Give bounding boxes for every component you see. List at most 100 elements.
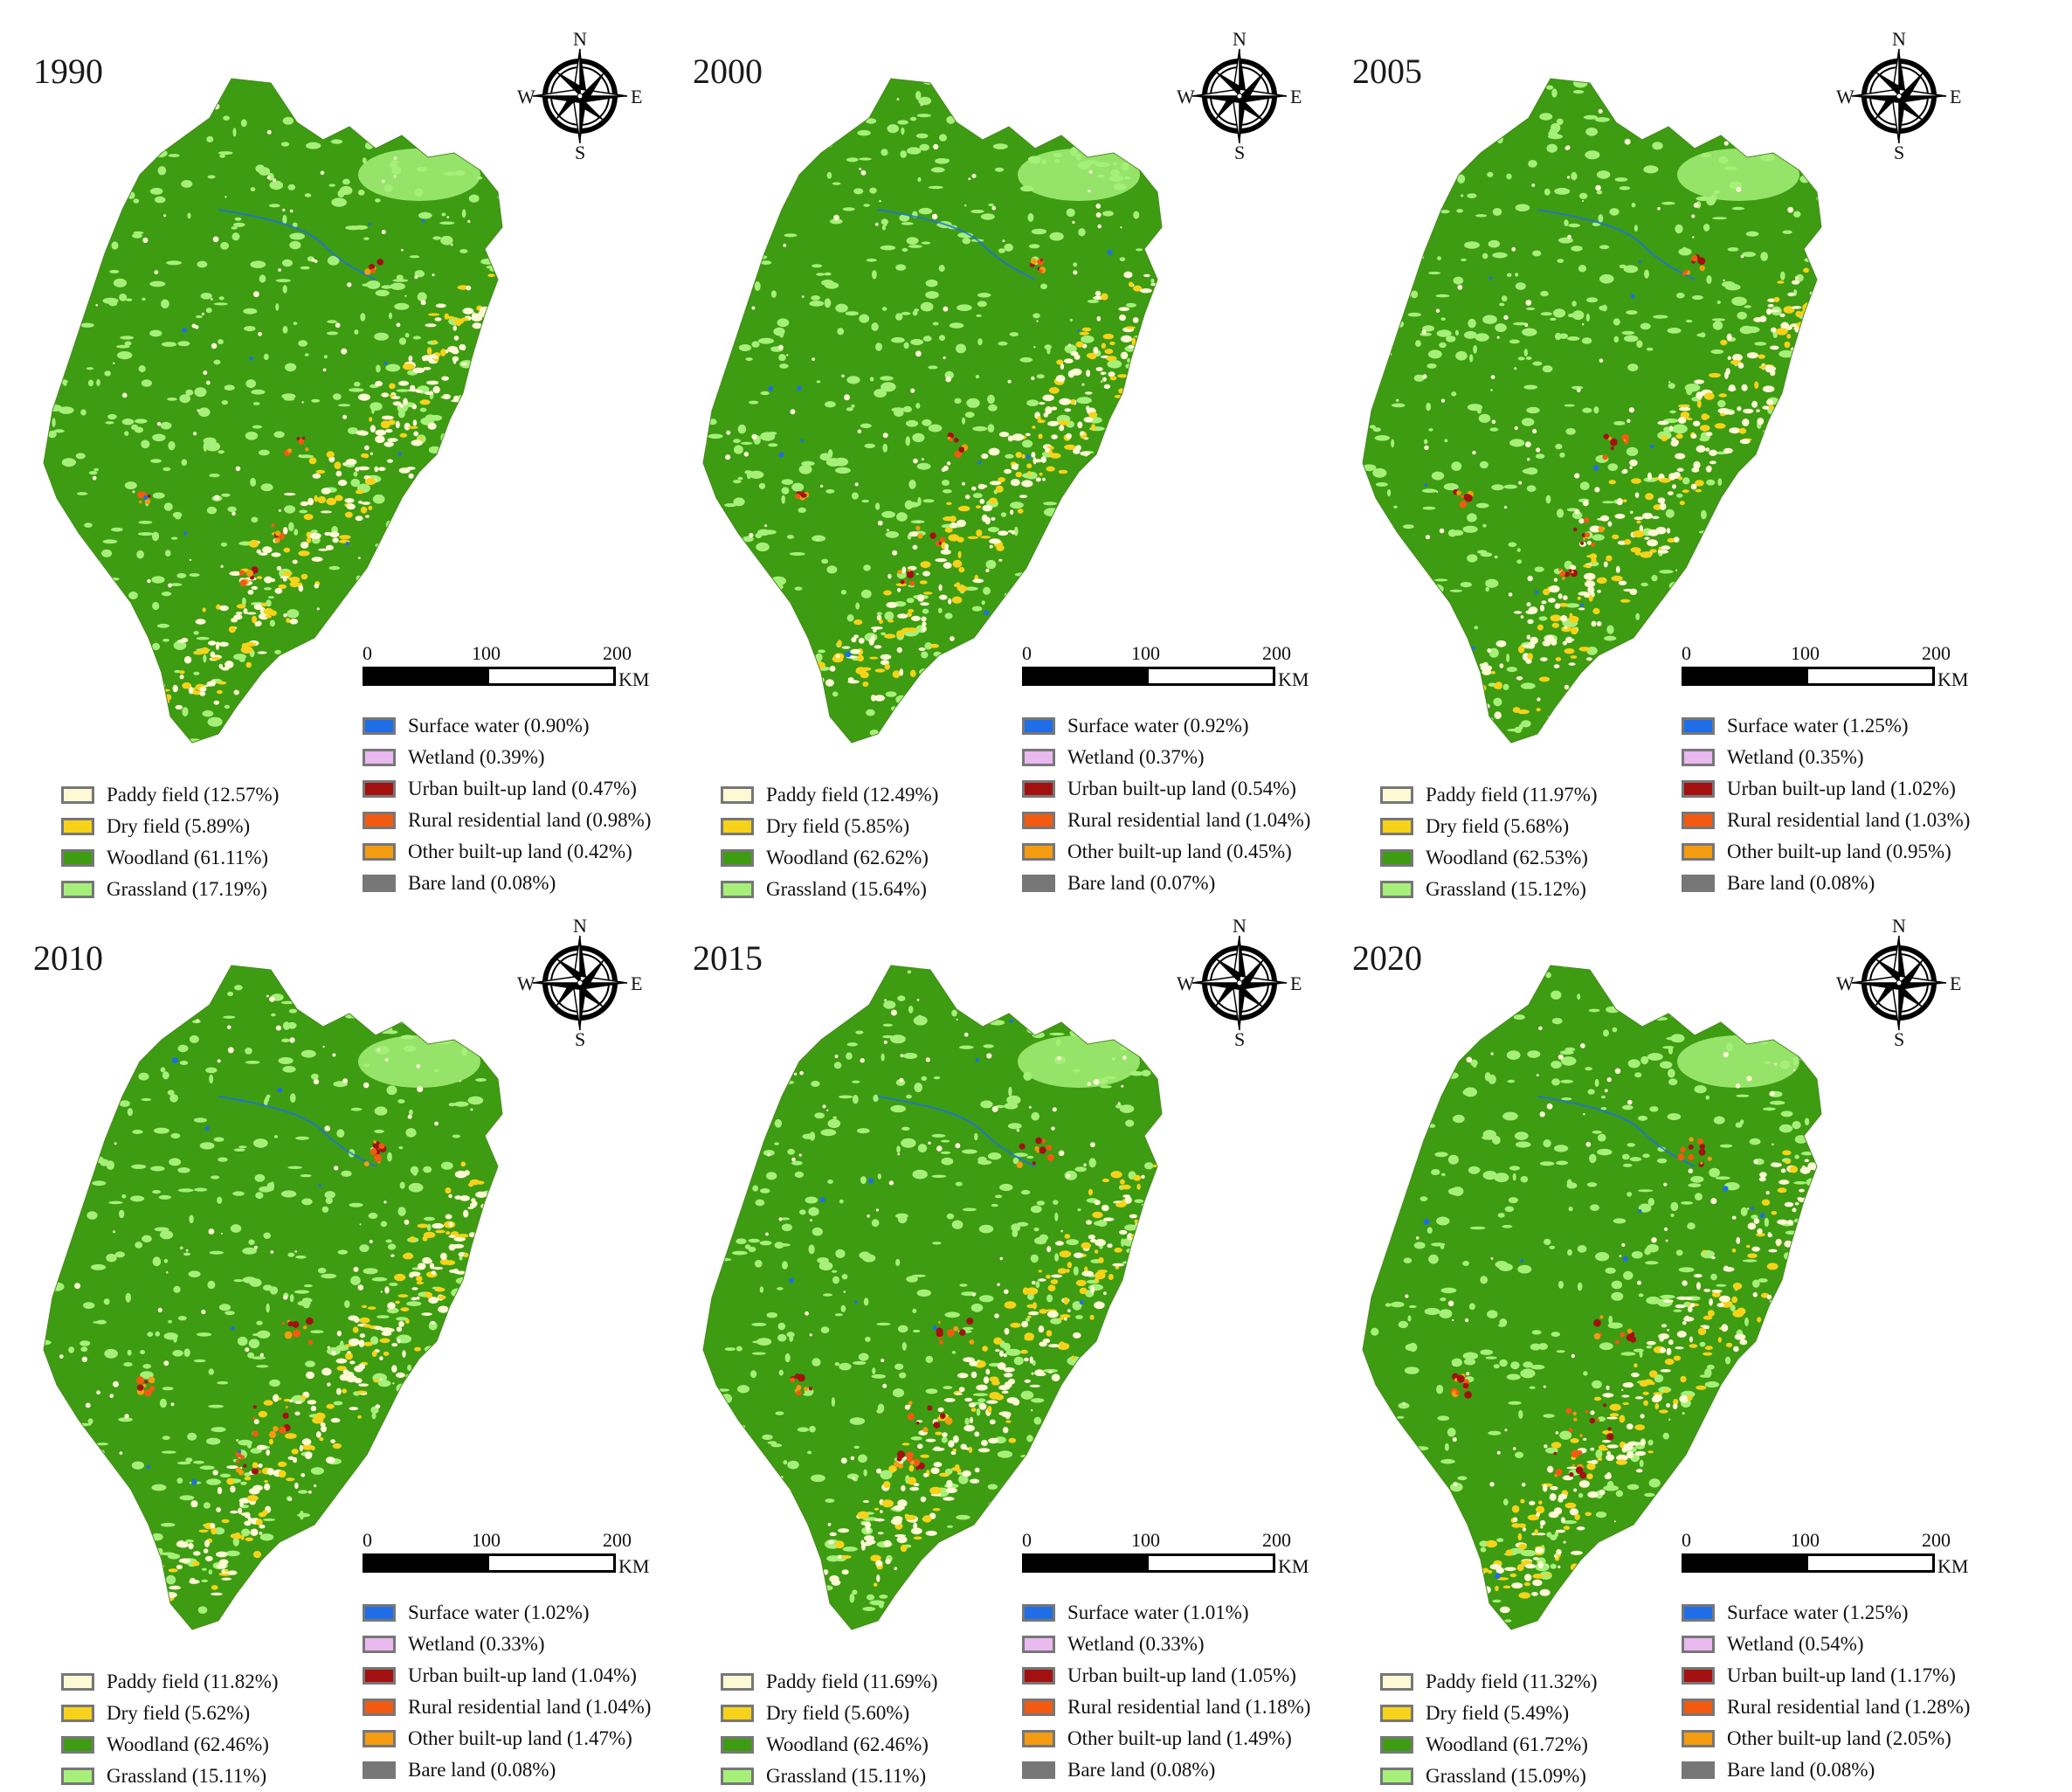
legend-label: Urban built-up land (1.04%) — [408, 1664, 637, 1687]
legend-item-surface-water: Surface water (0.90%) — [363, 710, 651, 742]
legend-swatch — [1682, 1667, 1715, 1685]
legend-item-wetland: Wetland (0.33%) — [363, 1629, 651, 1660]
scale-tick-label: 0 — [363, 1529, 372, 1552]
legend-builtup-water: Surface water (1.25%)Wetland (0.35%)Urba… — [1682, 710, 1970, 899]
scale-bar-black-segment — [1684, 1556, 1808, 1570]
legend-label: Dry field (5.85%) — [766, 815, 909, 838]
scale-tick-label: 100 — [1131, 642, 1160, 665]
legend-item-grassland: Grassland (15.11%) — [61, 1761, 279, 1792]
scale-tick-label: 200 — [1262, 642, 1291, 665]
legend-swatch — [1022, 1730, 1055, 1747]
legend-label: Woodland (61.11%) — [107, 847, 268, 869]
scale-tick-label: 100 — [1131, 1529, 1160, 1552]
legend-agri-vegetation: Paddy field (12.57%) Dry field (5.89%) Woo… — [61, 779, 279, 905]
legend-swatch — [1022, 1636, 1055, 1653]
legend-item-surface-water: Surface water (1.02%) — [363, 1597, 651, 1629]
legend-label: Woodland (62.46%) — [766, 1733, 929, 1756]
legend-builtup-water: Surface water (0.90%)Wetland (0.39%) Urba… — [363, 710, 651, 899]
legend-label: Paddy field (12.57%) — [107, 784, 279, 806]
legend-item-dry-field: Dry field (5.62%) — [61, 1698, 279, 1729]
scale-bar-graphic — [363, 1553, 616, 1573]
legend-label: Woodland (62.46%) — [107, 1733, 269, 1756]
legend-item-urban: Urban built-up land (0.47%) — [363, 773, 651, 805]
scale-tick-label: 100 — [1791, 1529, 1820, 1552]
legend-swatch — [61, 1736, 94, 1754]
legend-item-rural: Rural residential land (1.28%) — [1682, 1692, 1970, 1723]
legend-item-woodland: Woodland (61.72%) — [1380, 1729, 1598, 1761]
legend-label: Dry field (5.60%) — [766, 1702, 909, 1725]
scale-tick-label: 200 — [1922, 1529, 1951, 1552]
legend-label: Bare land (0.08%) — [1727, 872, 1875, 895]
legend-label: Urban built-up land (0.47%) — [408, 778, 637, 800]
legend-label: Bare land (0.07%) — [1067, 872, 1215, 895]
legend-swatch — [1022, 1761, 1055, 1779]
scale-bar-graphic — [1682, 1553, 1935, 1573]
scale-tick-label: 200 — [603, 642, 632, 665]
legend-label: Bare land (0.08%) — [408, 872, 556, 895]
legend-swatch — [1022, 749, 1055, 766]
legend-swatch — [1022, 812, 1055, 829]
compass-label-e: E — [1950, 972, 1961, 995]
legend-swatch — [61, 818, 94, 835]
legend-item-urban: Urban built-up land (1.04%) — [363, 1660, 651, 1692]
legend-item-woodland: Woodland (62.46%) — [721, 1729, 938, 1761]
legend-item-bare-land: Bare land (0.08%) — [363, 1754, 651, 1786]
legend-swatch — [721, 1673, 754, 1691]
legend-swatch — [721, 786, 754, 804]
legend-item-paddy-field: Paddy field (11.32%) — [1380, 1666, 1598, 1698]
scale-tick-label: 0 — [1682, 642, 1691, 665]
legend-swatch — [61, 786, 94, 804]
legend-swatch — [363, 1604, 396, 1622]
legend-item-dry-field: Dry field (5.68%) — [1380, 811, 1598, 842]
legend-swatch — [1682, 717, 1715, 735]
legend-swatch — [721, 1705, 754, 1722]
legend-swatch — [721, 818, 754, 835]
compass-rose-icon — [531, 47, 629, 145]
legend-item-woodland: Woodland (62.46%) — [61, 1729, 279, 1761]
legend-swatch — [363, 717, 396, 735]
legend-label: Other built-up land (0.45%) — [1067, 841, 1292, 863]
legend-item-wetland: Wetland (0.39%) — [363, 742, 651, 773]
legend-builtup-water: Surface water (1.25%)Wetland (0.54%)Urba… — [1682, 1597, 1970, 1786]
legend-label: Paddy field (11.32%) — [1426, 1671, 1598, 1693]
legend-label: Wetland (0.54%) — [1727, 1633, 1864, 1656]
scale-tick-label: 100 — [472, 642, 501, 665]
legend-item-other-builtup: Other built-up land (1.47%) — [363, 1723, 651, 1754]
legend-label: Woodland (62.62%) — [766, 847, 929, 869]
legend-swatch — [1022, 1667, 1055, 1685]
legend-label: Surface water (1.02%) — [408, 1602, 590, 1624]
scale-unit-label: KM — [618, 1555, 649, 1578]
scale-bar-graphic — [1682, 667, 1935, 686]
legend-item-rural: Rural residential land (1.18%) — [1022, 1692, 1310, 1723]
legend-item-rural: Rural residential land (1.03%) — [1682, 805, 1970, 836]
legend-item-other-builtup: Other built-up land (2.05%) — [1682, 1723, 1970, 1754]
legend-swatch — [1022, 875, 1055, 892]
legend-item-bare-land: Bare land (0.08%) — [363, 868, 651, 899]
legend-item-bare-land: Bare land (0.08%) — [1022, 1754, 1310, 1786]
legend-label: Paddy field (12.49%) — [766, 784, 938, 806]
legend-agri-vegetation: Paddy field (11.82%)Dry field (5.62%)Woo… — [61, 1666, 279, 1792]
legend-item-dry-field: Dry field (5.89%) — [61, 811, 279, 842]
scale-tick-label: 100 — [472, 1529, 501, 1552]
legend-label: Other built-up land (1.49%) — [1067, 1727, 1292, 1750]
legend-item-grassland: Grassland (17.19%) — [61, 874, 279, 905]
legend-swatch — [1380, 1705, 1413, 1722]
legend-item-dry-field: Dry field (5.60%) — [721, 1698, 938, 1729]
legend-swatch — [1682, 1730, 1715, 1747]
legend-label: Rural residential land (0.98%) — [408, 809, 651, 832]
legend-item-paddy-field: Paddy field (12.49%) — [721, 779, 938, 811]
legend-swatch — [1682, 1636, 1715, 1653]
legend-swatch — [363, 812, 396, 829]
legend-swatch — [1380, 1736, 1413, 1754]
legend-label: Surface water (1.25%) — [1727, 1602, 1909, 1624]
legend-label: Wetland (0.33%) — [408, 1633, 545, 1656]
